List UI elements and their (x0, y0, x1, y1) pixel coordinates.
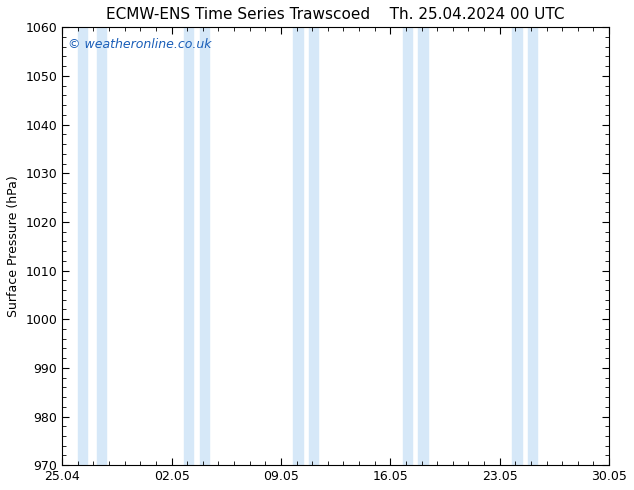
Bar (403, 27, 412, 465)
Text: © weatheronline.co.uk: © weatheronline.co.uk (68, 38, 211, 51)
Title: ECMW-ENS Time Series Trawscoed    Th. 25.04.2024 00 UTC: ECMW-ENS Time Series Trawscoed Th. 25.04… (107, 7, 565, 22)
Bar (200, 27, 209, 465)
Y-axis label: Surface Pressure (hPa): Surface Pressure (hPa) (7, 175, 20, 317)
Bar (78, 27, 87, 465)
Bar (512, 27, 522, 465)
Bar (184, 27, 193, 465)
Bar (418, 27, 428, 465)
Bar (528, 27, 537, 465)
Bar (309, 27, 318, 465)
Bar (96, 27, 106, 465)
Bar (294, 27, 303, 465)
